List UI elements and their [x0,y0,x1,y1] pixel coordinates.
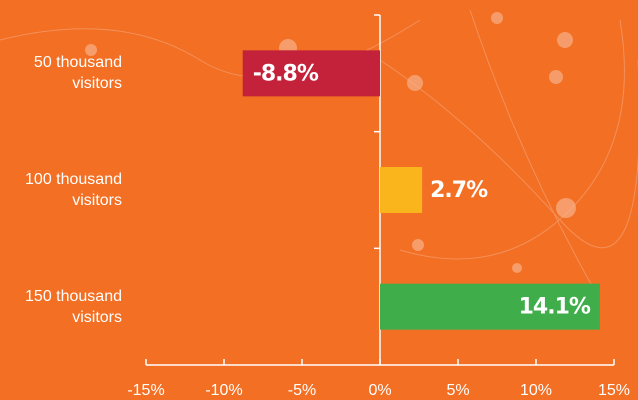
network-dot [512,263,522,273]
category-label: 150 thousand visitors [4,286,122,328]
page: -15%-10%-5%0%5%10%15%-8.8%2.7%14.1% (() … [0,0,638,400]
value-label: -8.8% [253,61,319,86]
network-dot [549,70,563,84]
network-dot [557,32,573,48]
x-tick-label: -10% [205,382,242,399]
category-label: 50 thousand visitors [4,52,122,94]
bar [380,167,422,213]
x-tick-label: 15% [598,382,630,399]
x-tick-label: -5% [288,382,316,399]
value-label: 2.7% [430,178,488,203]
value-label: 14.1% [519,295,591,320]
x-tick-label: -15% [127,382,164,399]
network-dot [491,12,503,24]
network-line [470,10,600,300]
network-dot [407,75,423,91]
category-label: 100 thousand visitors [4,169,122,211]
x-tick-label: 10% [520,382,552,399]
x-tick-label: 0% [368,382,391,399]
network-dot [412,239,424,251]
network-dot [556,198,576,218]
x-tick-label: 5% [446,382,469,399]
network-line [400,20,624,259]
